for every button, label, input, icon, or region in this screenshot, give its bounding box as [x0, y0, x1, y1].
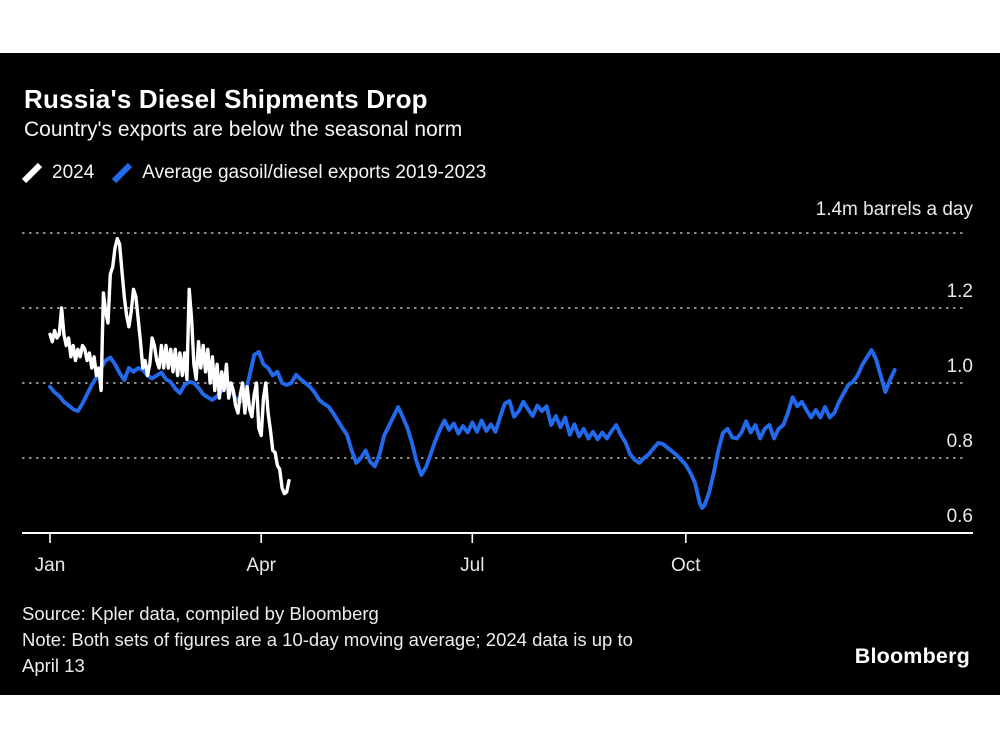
note-line-1: Note: Both sets of figures are a 10-day …	[22, 629, 633, 650]
x-tick-label: Apr	[246, 555, 276, 576]
bloomberg-logo: Bloomberg	[854, 644, 970, 668]
legend-label-average: Average gasoil/diesel exports 2019-2023	[142, 162, 487, 183]
legend-label-2024: 2024	[52, 162, 95, 183]
y-tick-label: 1.0	[947, 356, 973, 377]
chart-canvas: 1.2 1.0 0.8 0.6 Jan Apr Jul Oct	[22, 232, 973, 576]
x-tick-label: Jan	[35, 555, 66, 576]
note-line-2: April 13	[22, 655, 85, 676]
chart-footer: Source: Kpler data, compiled by Bloomber…	[22, 601, 633, 679]
legend-item-average: Average gasoil/diesel exports 2019-2023	[111, 162, 486, 184]
series-line-average	[48, 348, 897, 510]
y-tick-label: 1.2	[947, 281, 973, 302]
chart-subtitle: Country's exports are below the seasonal…	[24, 118, 463, 141]
y-tick-label: 0.6	[947, 506, 973, 527]
legend-swatch-2024-icon	[21, 162, 43, 184]
y-axis-unit-label: 1.4m barrels a day	[815, 199, 973, 220]
chart-title: Russia's Diesel Shipments Drop	[24, 84, 428, 114]
source-line: Source: Kpler data, compiled by Bloomber…	[22, 603, 379, 624]
legend-swatch-average-icon	[112, 162, 133, 184]
y-tick-label: 0.8	[947, 431, 973, 452]
series-line-2024	[48, 236, 291, 496]
x-tick-label: Jul	[460, 555, 484, 576]
chart-card: Russia's Diesel Shipments Drop Country's…	[0, 53, 1000, 695]
legend: 2024 Average gasoil/diesel exports 2019-…	[21, 162, 486, 184]
legend-item-2024: 2024	[21, 162, 94, 184]
x-tick-label: Oct	[671, 555, 701, 576]
